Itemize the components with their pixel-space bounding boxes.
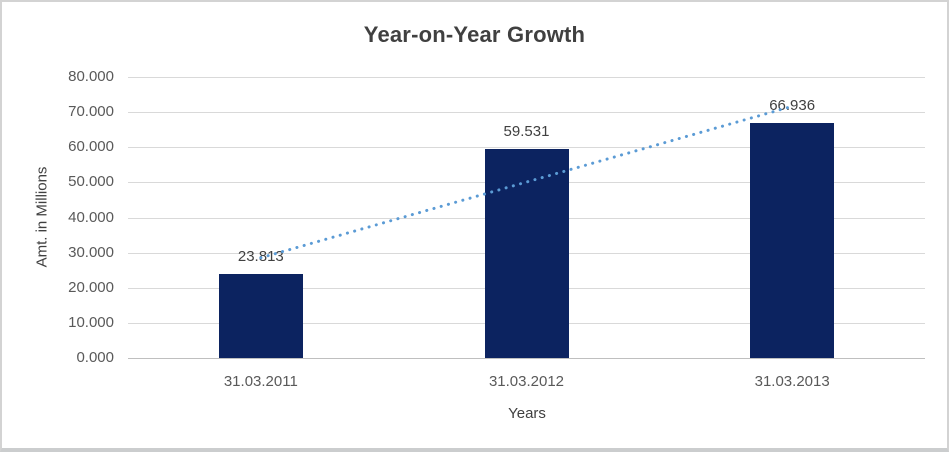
bar [218,274,303,358]
y-tick-label: 60.000 [68,138,114,156]
data-label: 59.531 [503,122,550,140]
y-tick-label: 40.000 [68,208,114,226]
y-tick-label: 30.000 [68,243,114,261]
data-label: 23.813 [237,248,284,266]
data-label: 66.936 [769,96,816,114]
y-tick-label: 0.000 [76,349,114,366]
x-category-label: 31.03.2013 [754,373,830,390]
x-axis-line [128,358,925,359]
y-tick-label: 70.000 [68,103,114,121]
y-tick-label: 10.000 [68,313,114,331]
y-tick-label: 80.000 [68,68,114,85]
x-axis-title: Years [508,405,546,422]
gridline [128,77,925,78]
y-tick-label: 20.000 [68,278,114,296]
y-tick-label: 50.000 [68,173,114,191]
bar [750,122,835,358]
bar [484,148,569,358]
chart-title: Year-on-Year Growth [363,22,586,47]
plot-area: 23.813 59.531 66.936 [128,77,925,359]
x-category-label: 31.03.2012 [488,373,565,390]
x-category-label: 31.03.2011 [223,373,298,390]
